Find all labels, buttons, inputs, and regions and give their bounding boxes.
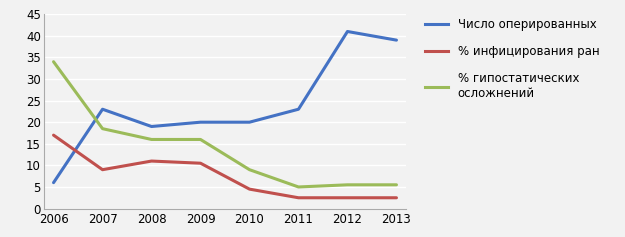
Legend: Число оперированных, % инфицирования ран, % гипостатических
осложнений: Число оперированных, % инфицирования ран…: [424, 18, 599, 100]
